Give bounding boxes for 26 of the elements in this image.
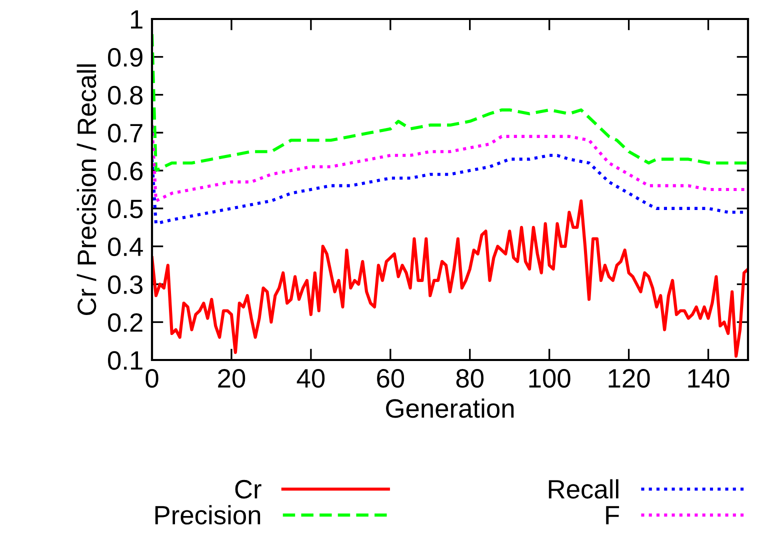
y-axis-title: Cr / Precision / Recall <box>76 64 96 316</box>
x-tick-label: 100 <box>529 369 570 388</box>
y-tick-label: 1 <box>131 10 142 29</box>
legend-label: Cr <box>235 480 262 499</box>
x-tick-label: 40 <box>296 369 325 388</box>
y-tick-label: 0.8 <box>108 86 143 105</box>
x-tick-label: 0 <box>146 369 158 388</box>
y-tick-label: 0.7 <box>108 124 142 142</box>
line-series <box>152 199 748 358</box>
x-tick-label: 120 <box>608 369 650 388</box>
x-tick-label: 140 <box>688 369 730 388</box>
x-axis-title: Generation <box>386 398 514 418</box>
y-tick-label: 0.5 <box>108 200 143 218</box>
x-tick-label: 60 <box>377 369 404 388</box>
legend-label: F <box>606 506 620 524</box>
legend-label: Precision <box>155 505 260 525</box>
y-tick-label: 0.4 <box>108 237 143 256</box>
y-tick-label: 0.1 <box>108 351 142 370</box>
x-tick-label: 20 <box>218 369 246 388</box>
y-tick-label: 0.6 <box>108 162 143 180</box>
x-tick-label: 80 <box>456 369 484 388</box>
y-tick-label: 0.3 <box>108 275 143 294</box>
y-tick-label: 0.9 <box>108 48 142 67</box>
y-tick-label: 0.2 <box>108 313 142 332</box>
line-series <box>152 32 748 172</box>
legend-label: Recall <box>548 479 618 499</box>
